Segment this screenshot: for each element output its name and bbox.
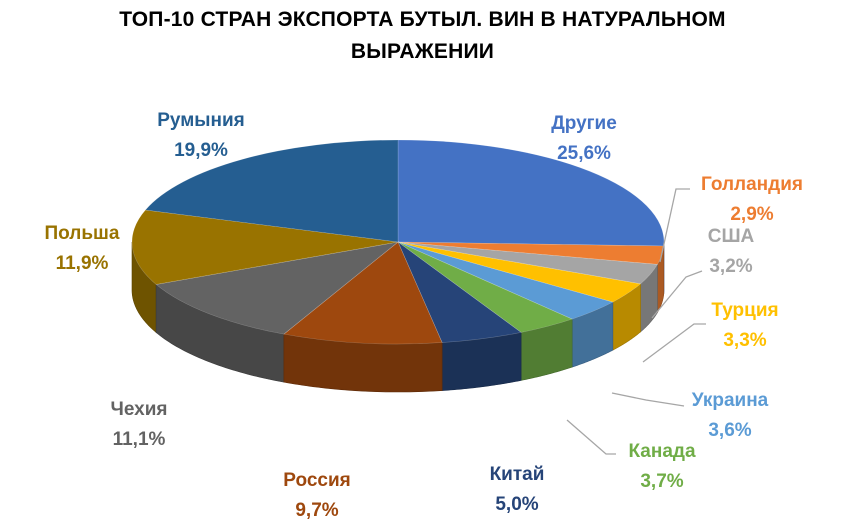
data-label-0: Другие 25,6% <box>504 109 664 169</box>
data-label-category: Турция <box>711 300 779 321</box>
leader-line-1 <box>659 188 690 263</box>
data-label-9: Польша 11,9% <box>2 219 162 279</box>
data-label-category: Россия <box>283 470 351 491</box>
pie-slice-6 <box>397 241 522 343</box>
data-label-6: Китай 5,0% <box>437 460 597 520</box>
data-label-category: Канада <box>628 441 696 462</box>
data-label-category: Чехия <box>110 399 168 420</box>
pie-slice-10 <box>144 139 399 243</box>
pie-slice-3 <box>397 241 642 303</box>
pie-slice-8 <box>155 241 400 335</box>
leader-line-3 <box>642 323 706 363</box>
data-label-category: Китай <box>489 464 545 485</box>
data-label-2: США 3,2% <box>651 222 811 282</box>
data-label-value: 11,1% <box>112 429 166 450</box>
leader-line-2 <box>651 270 703 319</box>
data-label-1: Голландия 2,9% <box>672 170 832 230</box>
data-label-category: США <box>707 226 755 247</box>
data-label-10: Румыния 19,9% <box>121 106 281 166</box>
pie-slice-7 <box>283 241 443 345</box>
data-label-value: 3,2% <box>709 256 753 277</box>
data-label-3: Турция 3,3% <box>665 296 825 356</box>
data-label-value: 25,6% <box>557 143 611 164</box>
pie-slice-0 <box>397 139 665 247</box>
data-label-category: Румыния <box>157 110 245 131</box>
data-label-value: 3,6% <box>708 420 752 441</box>
leader-line-4 <box>611 392 685 407</box>
data-label-category: Украина <box>691 390 769 411</box>
chart-title-line-2: ВЫРАЖЕНИИ <box>350 40 495 63</box>
data-label-value: 11,9% <box>55 253 109 274</box>
data-label-5: Канада 3,7% <box>582 437 742 497</box>
data-label-value: 3,3% <box>723 330 767 351</box>
leader-line-5 <box>566 419 616 455</box>
data-label-8: Чехия 11,1% <box>59 395 219 455</box>
data-label-value: 3,7% <box>640 471 684 492</box>
data-label-4: Украина 3,6% <box>650 386 810 446</box>
chart-title-line-1: ТОП-10 СТРАН ЭКСПОРТА БУТЫЛ. ВИН В НАТУР… <box>119 8 726 31</box>
data-label-7: Россия 9,7% <box>237 466 397 526</box>
pie-slice-5 <box>397 241 573 333</box>
data-label-category: Польша <box>44 223 120 244</box>
pie-slice-2 <box>397 241 658 285</box>
data-label-value: 19,9% <box>174 140 228 161</box>
data-label-value: 9,7% <box>295 500 339 521</box>
data-label-category: Другие <box>551 113 617 134</box>
data-label-value: 5,0% <box>495 494 539 515</box>
data-label-value: 2,9% <box>730 204 774 225</box>
pie-slice-4 <box>397 241 614 320</box>
pie-slice-9 <box>131 209 399 285</box>
data-label-category: Голландия <box>701 174 803 195</box>
